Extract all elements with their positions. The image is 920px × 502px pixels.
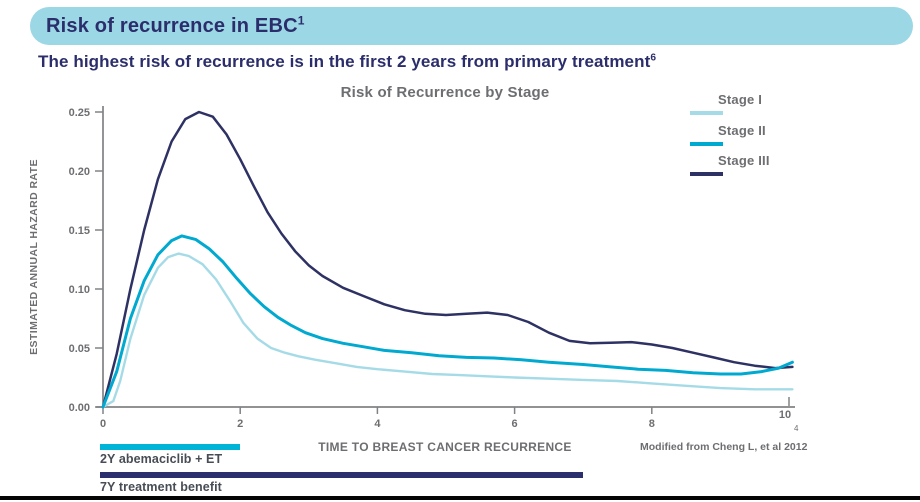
legend-label: Stage II [718, 122, 766, 138]
timeline-bar-label: 7Y treatment benefit [100, 480, 222, 494]
page-title-footnote: 1 [297, 12, 305, 27]
y-tick-label: 0.15 [69, 225, 90, 237]
legend-item-stage-ii: Stage II [690, 123, 800, 154]
x-tick-label: 4 [374, 418, 381, 430]
legend-swatch [690, 141, 723, 146]
timeline-bar-2y-abemaciclib-et [100, 444, 241, 450]
legend-label: Stage I [718, 92, 763, 107]
timeline-bar-label: 2Y abemaciclib + ET [100, 452, 223, 466]
chart-title: Risk of Recurrence by Stage [340, 84, 550, 101]
page-title: Risk of recurrence in EBC1 [30, 12, 305, 38]
chart-legend: Stage I Stage II Stage III [690, 92, 800, 184]
x-tick-label: 6 [512, 418, 518, 430]
y-tick-label: 0.10 [69, 284, 90, 296]
legend-label: Stage III [718, 153, 770, 168]
y-tick-label: 0.00 [69, 402, 90, 414]
subtitle-footnote: 6 [650, 52, 657, 64]
page-title-text: Risk of recurrence in EBC [46, 14, 298, 37]
x-tick-label: 10 [779, 409, 791, 421]
x-axis-title: TIME TO BREAST CANCER RECURRENCE [318, 440, 572, 454]
subtitle: The highest risk of recurrence is in the… [38, 52, 656, 72]
x-tick-label: 0 [100, 418, 106, 430]
timeline-bar-7y-treatment-benefit [100, 472, 584, 478]
x-tick-label: 2 [237, 418, 243, 430]
x-tick-label: 8 [649, 418, 655, 430]
series-line-stage-iii [101, 110, 794, 409]
y-tick-label: 0.05 [69, 343, 90, 355]
chart-plot: 0.00 0.05 0.10 0.15 0.20 0.25 0 2 4 6 8 10 [69, 106, 795, 430]
series-line-stage-i [101, 252, 794, 409]
legend-item-stage-iii: Stage III [690, 153, 800, 184]
subtitle-text: The highest risk of recurrence is in the… [38, 52, 651, 71]
y-tick-label: 0.20 [69, 166, 90, 178]
legend-swatch [690, 172, 723, 176]
footnote-mark: 4 [794, 424, 799, 433]
bottom-border [0, 496, 920, 500]
header-banner: Risk of recurrence in EBC1 [30, 7, 913, 45]
series-line-stage-ii [101, 234, 794, 409]
legend-item-stage-i: Stage I [690, 92, 800, 123]
source-note: Modified from Cheng L, et al 2012 [640, 441, 808, 453]
legend-swatch [690, 111, 723, 115]
y-tick-label: 0.25 [69, 107, 90, 119]
